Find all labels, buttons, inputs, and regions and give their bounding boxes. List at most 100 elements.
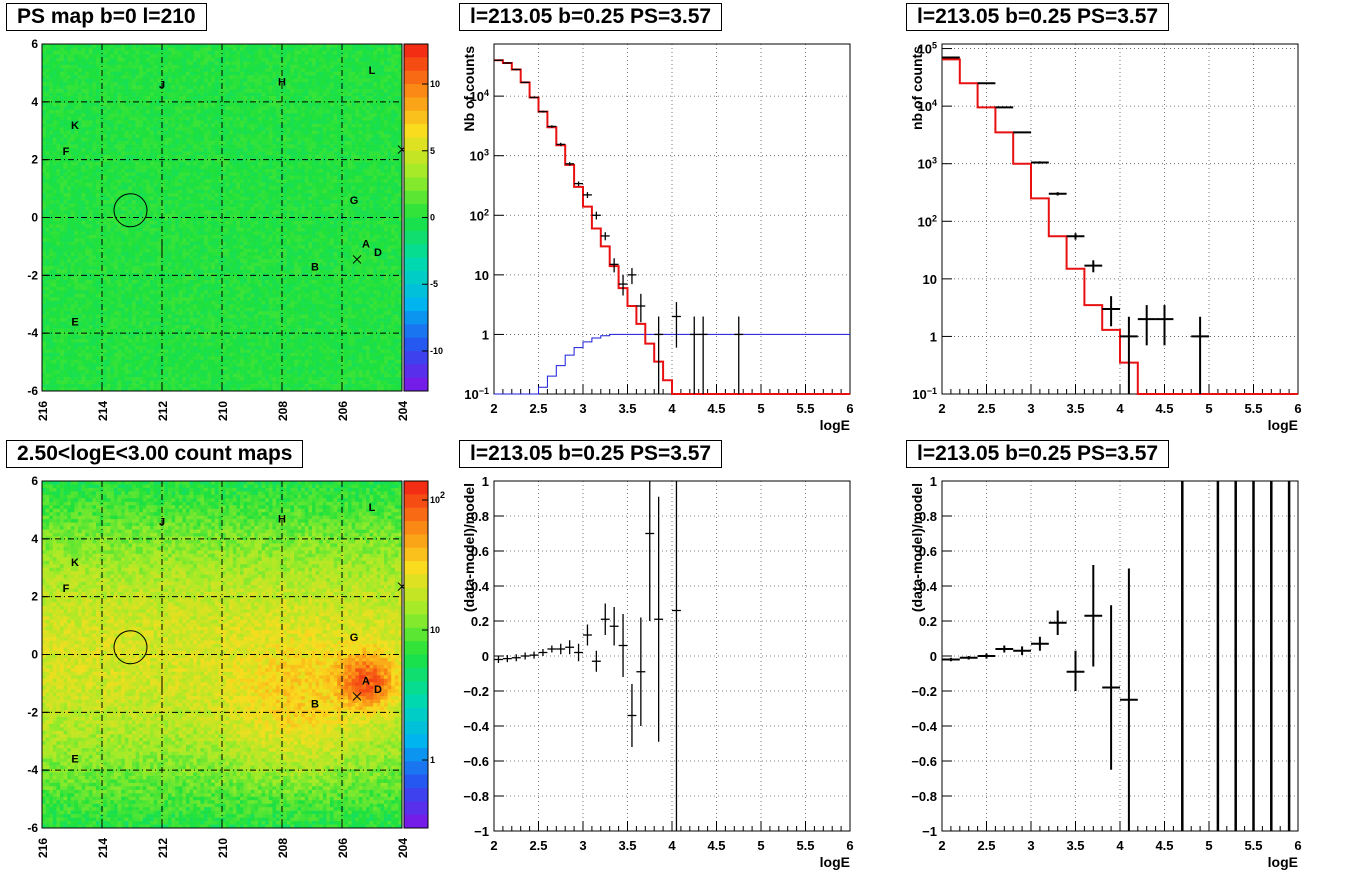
map-pixel <box>358 57 363 62</box>
map-pixel <box>81 144 86 149</box>
map-pixel <box>304 57 309 62</box>
map-pixel <box>250 116 255 121</box>
map-pixel <box>243 113 248 118</box>
map-pixel <box>70 102 75 107</box>
map-pixel <box>52 161 57 166</box>
map-pixel <box>272 158 277 163</box>
map-pixel <box>189 186 194 191</box>
map-pixel <box>164 179 169 184</box>
map-pixel <box>394 89 399 93</box>
map-pixel <box>153 168 158 173</box>
map-pixel <box>103 148 108 152</box>
map-pixel <box>182 151 187 156</box>
map-pixel <box>337 151 342 156</box>
map-pixel <box>78 214 82 218</box>
map-pixel <box>96 82 100 86</box>
map-pixel <box>42 144 46 149</box>
map-pixel <box>362 71 367 76</box>
map-pixel <box>333 109 338 114</box>
map-pixel <box>225 172 230 177</box>
map-pixel <box>96 71 100 76</box>
map-pixel <box>110 109 115 114</box>
map-pixel <box>85 68 90 73</box>
map-pixel <box>189 109 194 114</box>
map-pixel <box>330 44 334 48</box>
map-pixel <box>182 44 187 48</box>
map-pixel <box>376 68 381 73</box>
map-pixel <box>337 144 342 149</box>
map-pixel <box>344 78 349 83</box>
map-pixel <box>301 155 306 159</box>
map-pixel <box>254 78 259 83</box>
map-pixel <box>250 47 255 52</box>
map-pixel <box>294 82 298 86</box>
map-pixel <box>189 175 194 180</box>
map-pixel <box>96 89 100 93</box>
map-pixel <box>258 151 262 156</box>
map-pixel <box>196 203 201 208</box>
map-pixel <box>276 179 280 184</box>
map-pixel <box>121 165 126 170</box>
map-pixel <box>114 54 118 59</box>
map-pixel <box>340 68 345 73</box>
map-pixel <box>358 130 363 135</box>
map-pixel <box>128 99 133 104</box>
map-pixel <box>358 113 363 118</box>
map-pixel <box>394 102 399 107</box>
map-pixel <box>153 175 158 180</box>
map-pixel <box>171 44 176 48</box>
map-pixel <box>272 75 277 79</box>
map-pixel <box>186 158 190 163</box>
map-pixel <box>178 92 183 97</box>
map-pixel <box>243 109 248 114</box>
map-pixel <box>294 161 298 166</box>
map-pixel <box>319 127 324 132</box>
map-pixel <box>153 196 158 201</box>
map-pixel <box>186 57 190 62</box>
map-pixel <box>218 82 223 86</box>
map-pixel <box>290 148 295 152</box>
map-pixel <box>225 127 230 132</box>
map-pixel <box>88 141 93 145</box>
map-pixel <box>254 120 259 125</box>
map-pixel <box>258 64 262 69</box>
map-pixel <box>189 161 194 166</box>
map-pixel <box>157 196 162 201</box>
map-pixel <box>272 116 277 121</box>
map-pixel <box>121 196 126 201</box>
map-pixel <box>348 47 352 52</box>
map-pixel <box>254 189 259 194</box>
map-pixel <box>333 47 338 52</box>
map-pixel <box>304 182 309 187</box>
map-pixel <box>121 85 126 90</box>
map-pixel <box>211 214 216 218</box>
map-pixel <box>330 189 334 194</box>
map-pixel <box>369 102 374 107</box>
map-pixel <box>322 64 327 69</box>
map-pixel <box>70 50 75 55</box>
map-pixel <box>103 165 108 170</box>
map-pixel <box>214 165 219 170</box>
map-pixel <box>272 210 277 215</box>
map-pixel <box>110 203 115 208</box>
map-pixel <box>376 78 381 83</box>
map-pixel <box>211 116 216 121</box>
map-pixel <box>60 196 64 201</box>
map-pixel <box>348 96 352 100</box>
map-pixel <box>294 144 298 149</box>
map-pixel <box>243 193 248 197</box>
map-pixel <box>132 106 136 111</box>
map-pixel <box>272 203 277 208</box>
map-pixel <box>214 57 219 62</box>
map-pixel <box>200 123 205 128</box>
map-pixel <box>175 165 180 170</box>
map-pixel <box>344 47 349 52</box>
map-pixel <box>114 141 118 145</box>
map-pixel <box>142 141 147 145</box>
map-pixel <box>355 127 360 132</box>
map-pixel <box>351 54 356 59</box>
map-pixel <box>128 207 133 211</box>
map-pixel <box>225 193 230 197</box>
map-pixel <box>243 130 248 135</box>
map-pixel <box>261 196 266 201</box>
